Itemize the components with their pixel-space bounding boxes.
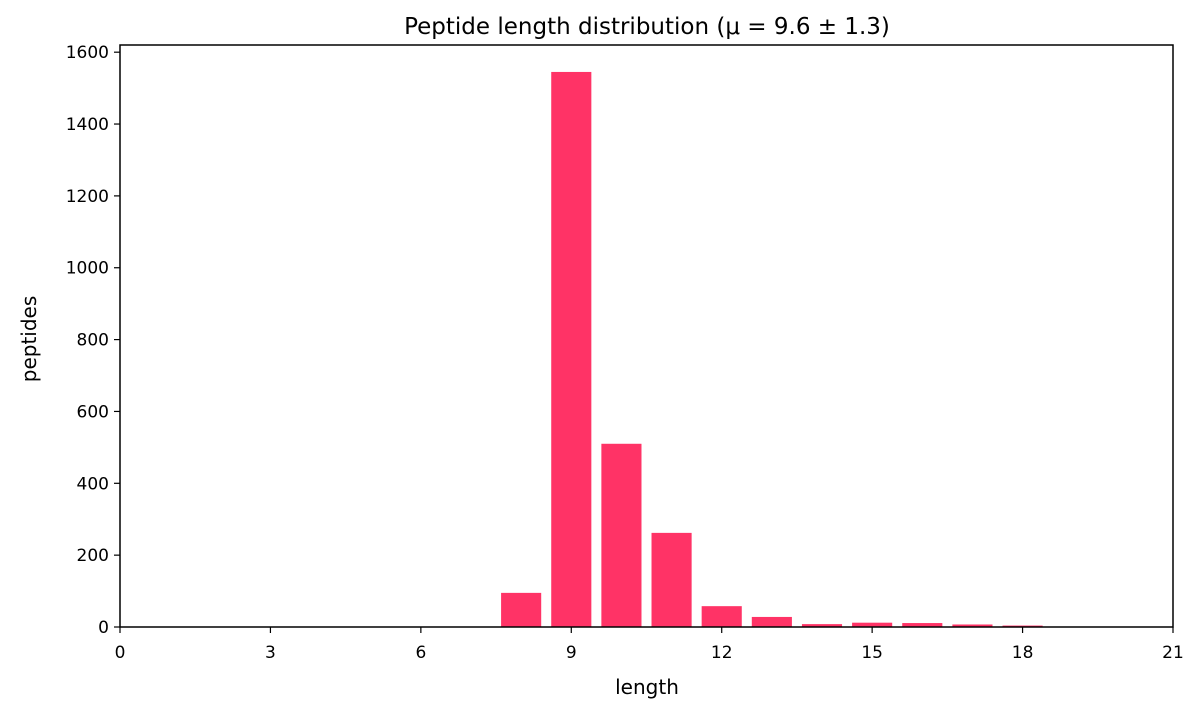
plot-frame [119, 44, 1174, 628]
x-tick-label: 9 [566, 643, 577, 663]
x-tick-label: 12 [711, 643, 733, 663]
x-tick-label: 6 [415, 643, 426, 663]
bars-group [501, 71, 1043, 627]
y-tick-label: 1600 [66, 43, 109, 63]
bar-length-13 [751, 616, 792, 627]
y-tick-label: 400 [77, 474, 109, 494]
x-tick-label: 0 [115, 643, 126, 663]
bar-length-15 [852, 622, 893, 627]
x-tick-label: 3 [265, 643, 276, 663]
bar-length-14 [801, 624, 843, 627]
chart-title: Peptide length distribution (μ = 9.6 ± 1… [404, 14, 890, 40]
bar-length-11 [651, 532, 692, 627]
y-tick-label: 0 [98, 618, 109, 638]
y-tick-label: 200 [77, 546, 109, 566]
y-tick-label: 800 [77, 331, 109, 351]
bar-length-8 [501, 592, 542, 627]
x-axis-ticks: 0 3 6 9 12 15 18 21 [115, 627, 1184, 663]
bar-length-16 [902, 623, 943, 627]
bar-length-9 [551, 71, 592, 627]
bar-length-10 [601, 443, 642, 627]
y-tick-label: 1400 [66, 115, 109, 135]
bar-length-17 [952, 624, 993, 627]
x-tick-label: 21 [1162, 643, 1184, 663]
y-tick-label: 600 [77, 402, 109, 422]
bar-length-12 [701, 606, 742, 627]
x-tick-label: 18 [1012, 643, 1034, 663]
y-tick-label: 1000 [66, 259, 109, 279]
y-axis-label: peptides [17, 296, 41, 383]
y-axis-ticks: 0 200 400 600 800 1000 1200 1400 1600 [66, 43, 120, 638]
x-tick-label: 15 [861, 643, 883, 663]
y-tick-label: 1200 [66, 187, 109, 207]
x-axis-label: length [615, 675, 679, 699]
